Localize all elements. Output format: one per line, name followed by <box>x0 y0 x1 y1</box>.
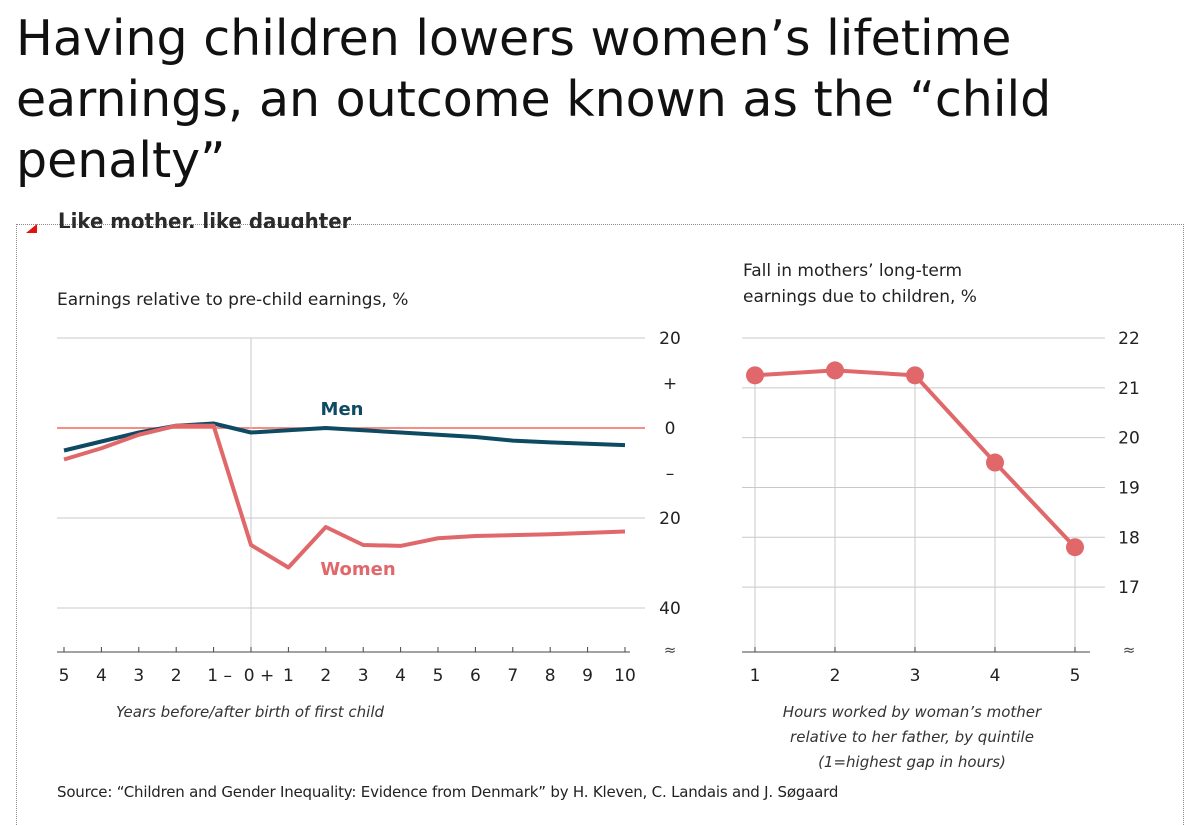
headline: Having children lowers women’s lifetime … <box>16 10 1052 189</box>
series-line-women <box>63 423 626 570</box>
right-x-axis-label-line: relative to her father, by quintile <box>790 728 1034 746</box>
right-x-axis-label-line: (1=highest gap in hours) <box>818 753 1006 771</box>
right-x-axis-label-line: Hours worked by woman’s mother <box>783 703 1042 721</box>
left-x-tick-label: 6 <box>470 666 481 686</box>
left-x-tick-label: 0 + <box>244 666 274 686</box>
left-x-tick-label: 2 <box>320 666 331 686</box>
right-y-tick-label: 21 <box>1118 379 1140 399</box>
chart-title-text: Like mother, like daughter <box>58 210 352 229</box>
right-x-tick-label: 2 <box>830 666 841 686</box>
left-x-axis-label: Years before/after birth of first child <box>116 703 385 721</box>
chart-frame <box>16 224 1184 825</box>
right-y-tick-label: 22 <box>1118 329 1140 349</box>
left-x-tick-label: 3 <box>133 666 144 686</box>
right-chart-title-line: Fall in mothers’ long-term <box>743 261 962 281</box>
chart-title: Like mother, like daughter <box>58 210 352 229</box>
right-data-point <box>1066 538 1084 557</box>
left-y-tick-label: – <box>666 464 675 484</box>
right-axis-break: ≈ <box>1123 641 1136 659</box>
left-x-tick-label: 4 <box>395 666 406 686</box>
left-chart-title: Earnings relative to pre-child earnings,… <box>57 290 408 310</box>
left-axis-break: ≈ <box>664 641 677 659</box>
right-y-tick-label: 17 <box>1118 578 1140 598</box>
left-x-tick-label: 2 <box>171 666 182 686</box>
right-x-tick-label: 1 <box>750 666 761 686</box>
left-x-tick-label: 9 <box>582 666 593 686</box>
left-y-tick-label: 20 <box>659 329 681 349</box>
right-data-point <box>906 366 924 385</box>
right-y-tick-label: 18 <box>1118 528 1140 548</box>
right-x-tick-label: 4 <box>990 666 1001 686</box>
source-note: Source: “Children and Gender Inequality:… <box>57 783 839 801</box>
left-x-tick-label: 10 <box>614 666 636 686</box>
left-y-tick-label: 40 <box>659 599 681 619</box>
right-chart-title-line: earnings due to children, % <box>743 287 977 307</box>
left-x-tick-label: 8 <box>545 666 556 686</box>
brand-tag <box>26 224 37 233</box>
left-x-tick-label: 1 – <box>207 666 232 686</box>
left-y-tick-label: + <box>663 374 677 394</box>
left-x-tick-label: 1 <box>283 666 294 686</box>
right-data-point <box>986 453 1004 472</box>
left-x-tick-label: 7 <box>507 666 518 686</box>
right-x-tick-label: 5 <box>1070 666 1081 686</box>
left-x-tick-label: 3 <box>358 666 369 686</box>
right-x-tick-label: 3 <box>910 666 921 686</box>
left-x-tick-label: 4 <box>96 666 107 686</box>
left-y-tick-label: 0 <box>665 419 676 439</box>
right-data-point <box>826 361 844 380</box>
right-y-tick-label: 20 <box>1118 429 1140 449</box>
series-label-men: Men <box>321 399 364 420</box>
right-data-point <box>746 366 764 385</box>
series-label-women: Women <box>320 559 395 580</box>
right-y-tick-label: 19 <box>1118 478 1140 498</box>
left-x-tick-label: 5 <box>59 666 70 686</box>
left-y-tick-label: 20 <box>659 509 681 529</box>
left-x-tick-label: 5 <box>433 666 444 686</box>
